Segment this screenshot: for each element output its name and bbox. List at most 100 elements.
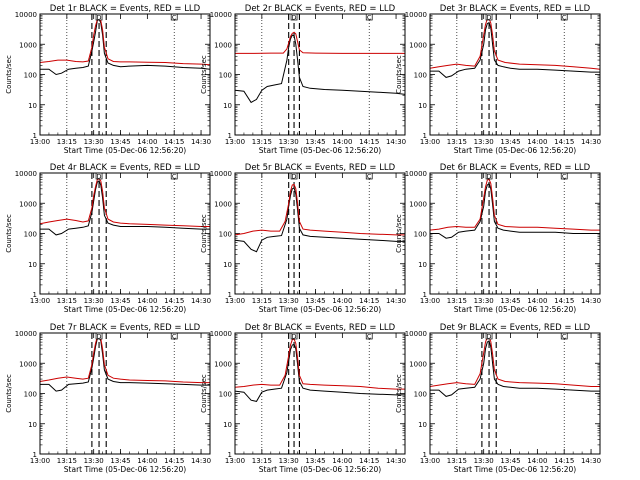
y-tick-label: 100	[414, 391, 427, 399]
x-tick-label: 13:15	[447, 457, 467, 465]
x-axis-label: Start Time (05-Dec-06 12:56:20)	[454, 305, 576, 314]
y-tick-label: 1000	[409, 41, 427, 49]
x-tick-label: 14:30	[191, 457, 211, 465]
x-tick-label: 14:15	[359, 297, 379, 305]
detector-panel: Det 2r BLACK = Events, RED = LLD Counts/s…	[200, 4, 406, 155]
series-line	[430, 21, 600, 78]
y-tick-label: 10	[223, 261, 232, 269]
y-tick-label: 1000	[19, 200, 37, 208]
y-tick-label: 10	[28, 261, 37, 269]
y-tick-label: 100	[219, 391, 232, 399]
x-tick-label: 13:30	[84, 457, 104, 465]
x-tick-label: 13:15	[57, 457, 77, 465]
x-tick-label: 13:45	[500, 138, 520, 146]
annotation-label: D	[292, 14, 297, 22]
y-tick-label: 100	[219, 231, 232, 239]
annotation-label: C	[562, 14, 567, 22]
annotation-label: C	[172, 173, 177, 181]
x-tick-label: 13:45	[110, 457, 130, 465]
x-tick-label: 14:00	[527, 297, 547, 305]
y-tick-label: 1	[228, 451, 232, 459]
annotation-label: C	[367, 14, 372, 22]
annotation-label: D	[487, 14, 492, 22]
series-line	[39, 335, 210, 384]
plot-frame	[234, 172, 406, 295]
x-tick-label: 13:30	[84, 297, 104, 305]
y-tick-label: 100	[24, 391, 37, 399]
annotation-label: D	[487, 333, 492, 341]
x-tick-label: 13:45	[305, 457, 325, 465]
y-tick-label: 100	[24, 72, 37, 80]
plot-title: Det 8r BLACK = Events, RED = LLD	[245, 323, 396, 333]
x-tick-label: 14:15	[554, 138, 574, 146]
x-tick-label: 13:30	[279, 297, 299, 305]
y-tick-label: 10	[418, 102, 427, 110]
x-tick-label: 13:00	[30, 457, 50, 465]
y-tick-label: 10000	[210, 330, 232, 338]
x-tick-label: 13:30	[474, 297, 494, 305]
x-tick-label: 13:15	[57, 138, 77, 146]
x-axis-label: Start Time (05-Dec-06 12:56:20)	[454, 146, 576, 155]
y-tick-label: 1000	[214, 360, 232, 368]
x-tick-label: 13:30	[474, 457, 494, 465]
y-tick-label: 100	[219, 72, 232, 80]
y-tick-label: 1	[33, 132, 37, 140]
x-tick-label: 13:00	[420, 138, 440, 146]
x-tick-label: 13:45	[110, 138, 130, 146]
x-tick-label: 14:30	[581, 138, 601, 146]
x-tick-label: 13:15	[447, 297, 467, 305]
series-line	[39, 178, 210, 227]
detector-panel: Det 8r BLACK = Events, RED = LLD Counts/s…	[200, 323, 406, 474]
x-tick-label: 13:30	[279, 457, 299, 465]
x-axis-label: Start Time (05-Dec-06 12:56:20)	[64, 305, 186, 314]
detector-panel: Det 1r BLACK = Events, RED = LLD Counts/s…	[5, 4, 211, 155]
series-line	[234, 343, 405, 402]
y-tick-label: 1	[228, 291, 232, 299]
y-tick-label: 1000	[214, 41, 232, 49]
x-tick-label: 13:00	[420, 457, 440, 465]
x-tick-label: 13:15	[252, 297, 272, 305]
x-tick-label: 13:45	[500, 457, 520, 465]
annotation-label: C	[367, 173, 372, 181]
series-line	[234, 187, 405, 253]
series-line	[40, 180, 210, 236]
y-tick-label: 100	[24, 231, 37, 239]
detector-panel: Det 5r BLACK = Events, RED = LLD Counts/s…	[200, 163, 406, 314]
x-tick-label: 14:00	[137, 297, 157, 305]
y-tick-label: 10000	[210, 170, 232, 178]
annotation-label: D	[292, 173, 297, 181]
y-tick-label: 10000	[15, 11, 37, 19]
y-tick-label: 10000	[15, 330, 37, 338]
x-tick-label: 13:00	[420, 297, 440, 305]
plot-frame	[429, 172, 601, 295]
x-tick-label: 14:00	[137, 457, 157, 465]
x-tick-label: 13:15	[252, 457, 272, 465]
x-tick-label: 13:30	[84, 138, 104, 146]
y-axis-label: Counts/sec	[5, 214, 13, 253]
x-tick-label: 14:00	[527, 457, 547, 465]
y-axis-label: Counts/sec	[200, 214, 208, 253]
series-line	[39, 18, 211, 66]
x-tick-label: 14:30	[386, 297, 406, 305]
x-axis-label: Start Time (05-Dec-06 12:56:20)	[64, 465, 186, 474]
x-tick-label: 13:15	[57, 297, 77, 305]
x-tick-label: 13:45	[110, 297, 130, 305]
plot-frame	[39, 172, 211, 295]
series-line	[234, 183, 405, 236]
x-tick-label: 14:30	[191, 138, 211, 146]
y-tick-label: 10000	[210, 11, 232, 19]
annotation-label: C	[367, 333, 372, 341]
series-line	[429, 18, 601, 70]
x-tick-label: 13:15	[252, 138, 272, 146]
annotation-label: D	[487, 173, 492, 181]
x-tick-label: 14:15	[164, 138, 184, 146]
annotation-label: C	[562, 173, 567, 181]
plot-frame	[429, 332, 601, 455]
x-tick-label: 13:00	[225, 138, 245, 146]
detector-panel: Det 7r BLACK = Events, RED = LLD Counts/s…	[5, 323, 211, 474]
x-tick-label: 14:30	[191, 297, 211, 305]
y-tick-label: 10	[223, 421, 232, 429]
annotation-label: D	[292, 333, 297, 341]
x-tick-label: 13:15	[447, 138, 467, 146]
series-line	[429, 336, 600, 387]
